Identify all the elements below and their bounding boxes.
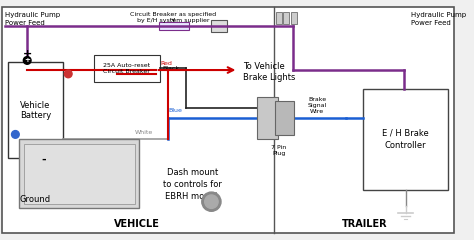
Bar: [283, 12, 289, 24]
Text: E / H Brake
Controller: E / H Brake Controller: [382, 129, 429, 150]
Text: Red: Red: [161, 61, 173, 66]
Text: Dash mount
to controls for
EBRH model.: Dash mount to controls for EBRH model.: [163, 168, 222, 201]
Circle shape: [11, 131, 19, 138]
Text: Black: Black: [163, 66, 180, 71]
Text: Circuit Breaker as specified
by E/H system supplier: Circuit Breaker as specified by E/H syst…: [130, 12, 216, 23]
Bar: [363, 89, 448, 190]
Text: 7 Pin
Plug: 7 Pin Plug: [271, 145, 286, 156]
Bar: [291, 12, 297, 24]
Circle shape: [23, 57, 31, 64]
Text: Hydraulic Pump
Power Feed: Hydraulic Pump Power Feed: [411, 12, 466, 26]
Bar: [24, 144, 135, 204]
Bar: [19, 139, 139, 208]
Bar: [276, 12, 282, 24]
Text: TRAILER: TRAILER: [342, 219, 387, 229]
Text: +: +: [23, 48, 32, 59]
Text: Vehicle
Battery: Vehicle Battery: [20, 101, 51, 120]
Bar: [8, 62, 64, 158]
Text: +: +: [24, 57, 30, 63]
Text: Brake
Signal
Wire: Brake Signal Wire: [308, 97, 327, 114]
Text: VEHICLE: VEHICLE: [114, 219, 160, 229]
Text: -: -: [42, 154, 46, 164]
Circle shape: [205, 195, 218, 208]
Text: 25A Auto-reset
Circuit Breaker: 25A Auto-reset Circuit Breaker: [103, 62, 150, 74]
Bar: [256, 97, 278, 139]
Circle shape: [64, 70, 72, 78]
Bar: [159, 22, 189, 30]
Text: Ground: Ground: [20, 195, 51, 204]
Text: To Vehicle
Brake Lights: To Vehicle Brake Lights: [243, 62, 295, 83]
Bar: [94, 55, 160, 82]
Text: Blue: Blue: [168, 108, 182, 113]
Circle shape: [202, 192, 221, 211]
Text: Hydraulic Pump
Power Feed: Hydraulic Pump Power Feed: [5, 12, 60, 26]
Bar: [275, 101, 294, 135]
Text: White: White: [135, 130, 153, 135]
Bar: [211, 20, 227, 32]
